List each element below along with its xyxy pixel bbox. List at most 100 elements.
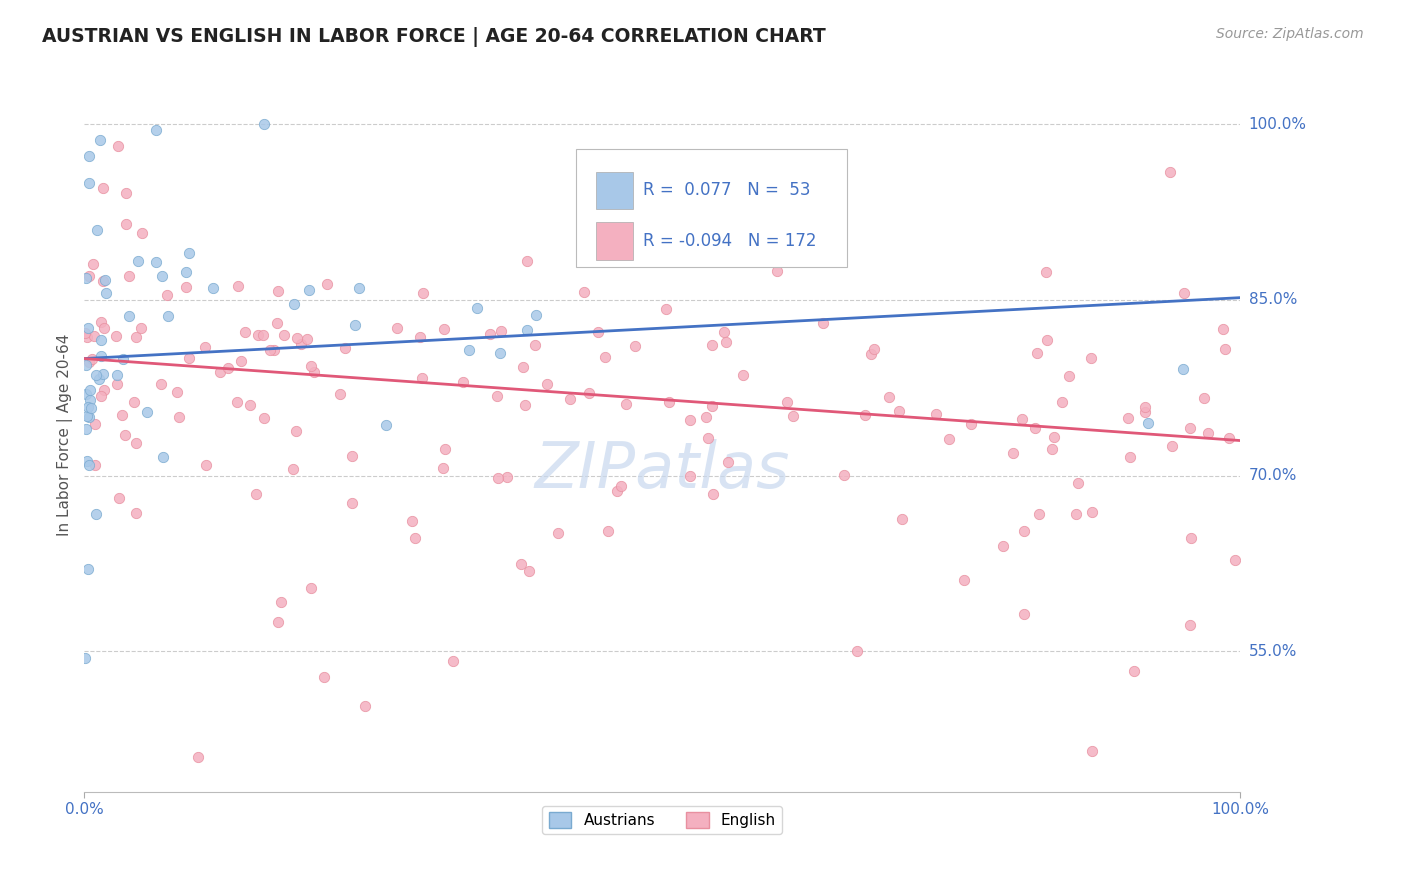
Point (1080, 744, 1102, 758)
Point (93, 367, 115, 381)
Point (105, 368, 128, 382)
Point (194, 458, 217, 473)
Point (77, 268, 100, 283)
Y-axis label: In Labor Force | Age 20-64: In Labor Force | Age 20-64 (58, 334, 73, 536)
Point (150, 269, 173, 284)
Point (1040, 442, 1063, 456)
Point (209, 365, 232, 379)
Point (596, 524, 619, 538)
Point (991, 539, 1014, 553)
Point (655, 301, 678, 316)
Point (267, 284, 290, 298)
Point (516, 323, 538, 337)
Point (174, 265, 197, 279)
Point (246, 328, 269, 343)
Point (1002, 445, 1025, 459)
Point (385, 321, 408, 335)
Text: 55.0%: 55.0% (1249, 644, 1296, 659)
Point (252, 328, 274, 343)
Point (80, 352, 103, 367)
Point (495, 469, 517, 483)
Point (588, 325, 610, 339)
Point (717, 454, 740, 468)
Point (79, 458, 101, 473)
Point (634, 212, 657, 227)
Point (1192, 391, 1215, 405)
Point (166, 384, 188, 399)
Point (156, 288, 179, 302)
Point (1011, 412, 1033, 426)
Point (127, 254, 149, 268)
Point (953, 573, 976, 587)
Point (859, 347, 882, 361)
Point (79, 392, 101, 407)
Point (409, 330, 432, 344)
Point (77, 561, 100, 575)
Point (270, 595, 292, 609)
Point (89, 133, 111, 147)
Point (226, 279, 249, 293)
Point (263, 343, 285, 357)
Point (239, 398, 262, 412)
Point (273, 327, 295, 342)
Point (354, 698, 377, 713)
Point (125, 506, 148, 520)
Point (316, 277, 339, 291)
Point (1064, 507, 1087, 521)
Point (465, 301, 488, 315)
FancyBboxPatch shape (575, 149, 848, 267)
Point (401, 515, 423, 529)
Point (845, 644, 868, 658)
Point (578, 386, 600, 401)
Point (266, 316, 288, 330)
Point (1212, 322, 1234, 336)
Point (118, 269, 141, 284)
Point (129, 320, 152, 334)
Point (75, 650, 97, 665)
Point (457, 343, 479, 357)
Point (925, 407, 948, 421)
Point (91, 274, 114, 288)
Point (299, 581, 322, 595)
Point (314, 670, 336, 684)
Point (432, 460, 454, 475)
Point (105, 377, 128, 392)
Point (489, 346, 512, 360)
Point (342, 449, 364, 463)
Point (1028, 507, 1050, 521)
Point (86, 223, 108, 237)
Point (295, 332, 318, 346)
FancyBboxPatch shape (596, 222, 633, 260)
Point (775, 395, 797, 409)
Point (245, 487, 267, 501)
Text: 85.0%: 85.0% (1249, 293, 1296, 308)
Point (115, 217, 138, 231)
Point (714, 335, 737, 350)
Point (1080, 351, 1102, 366)
Point (77, 355, 100, 369)
Point (1213, 342, 1236, 356)
Point (853, 408, 876, 422)
Point (658, 395, 681, 409)
Point (135, 405, 157, 419)
Point (77, 400, 100, 414)
Point (1133, 405, 1156, 419)
Point (733, 368, 755, 382)
Point (782, 409, 804, 424)
Point (1159, 165, 1181, 179)
Point (606, 484, 628, 499)
Point (145, 123, 167, 137)
Point (877, 391, 900, 405)
Point (187, 749, 209, 764)
Point (217, 361, 239, 376)
Point (344, 318, 367, 332)
Point (713, 325, 735, 339)
Point (700, 338, 723, 352)
Point (253, 117, 276, 131)
Point (152, 450, 174, 464)
Point (75, 358, 97, 372)
Point (87, 372, 110, 386)
Point (702, 487, 724, 501)
Point (404, 531, 426, 545)
Point (1180, 531, 1202, 545)
